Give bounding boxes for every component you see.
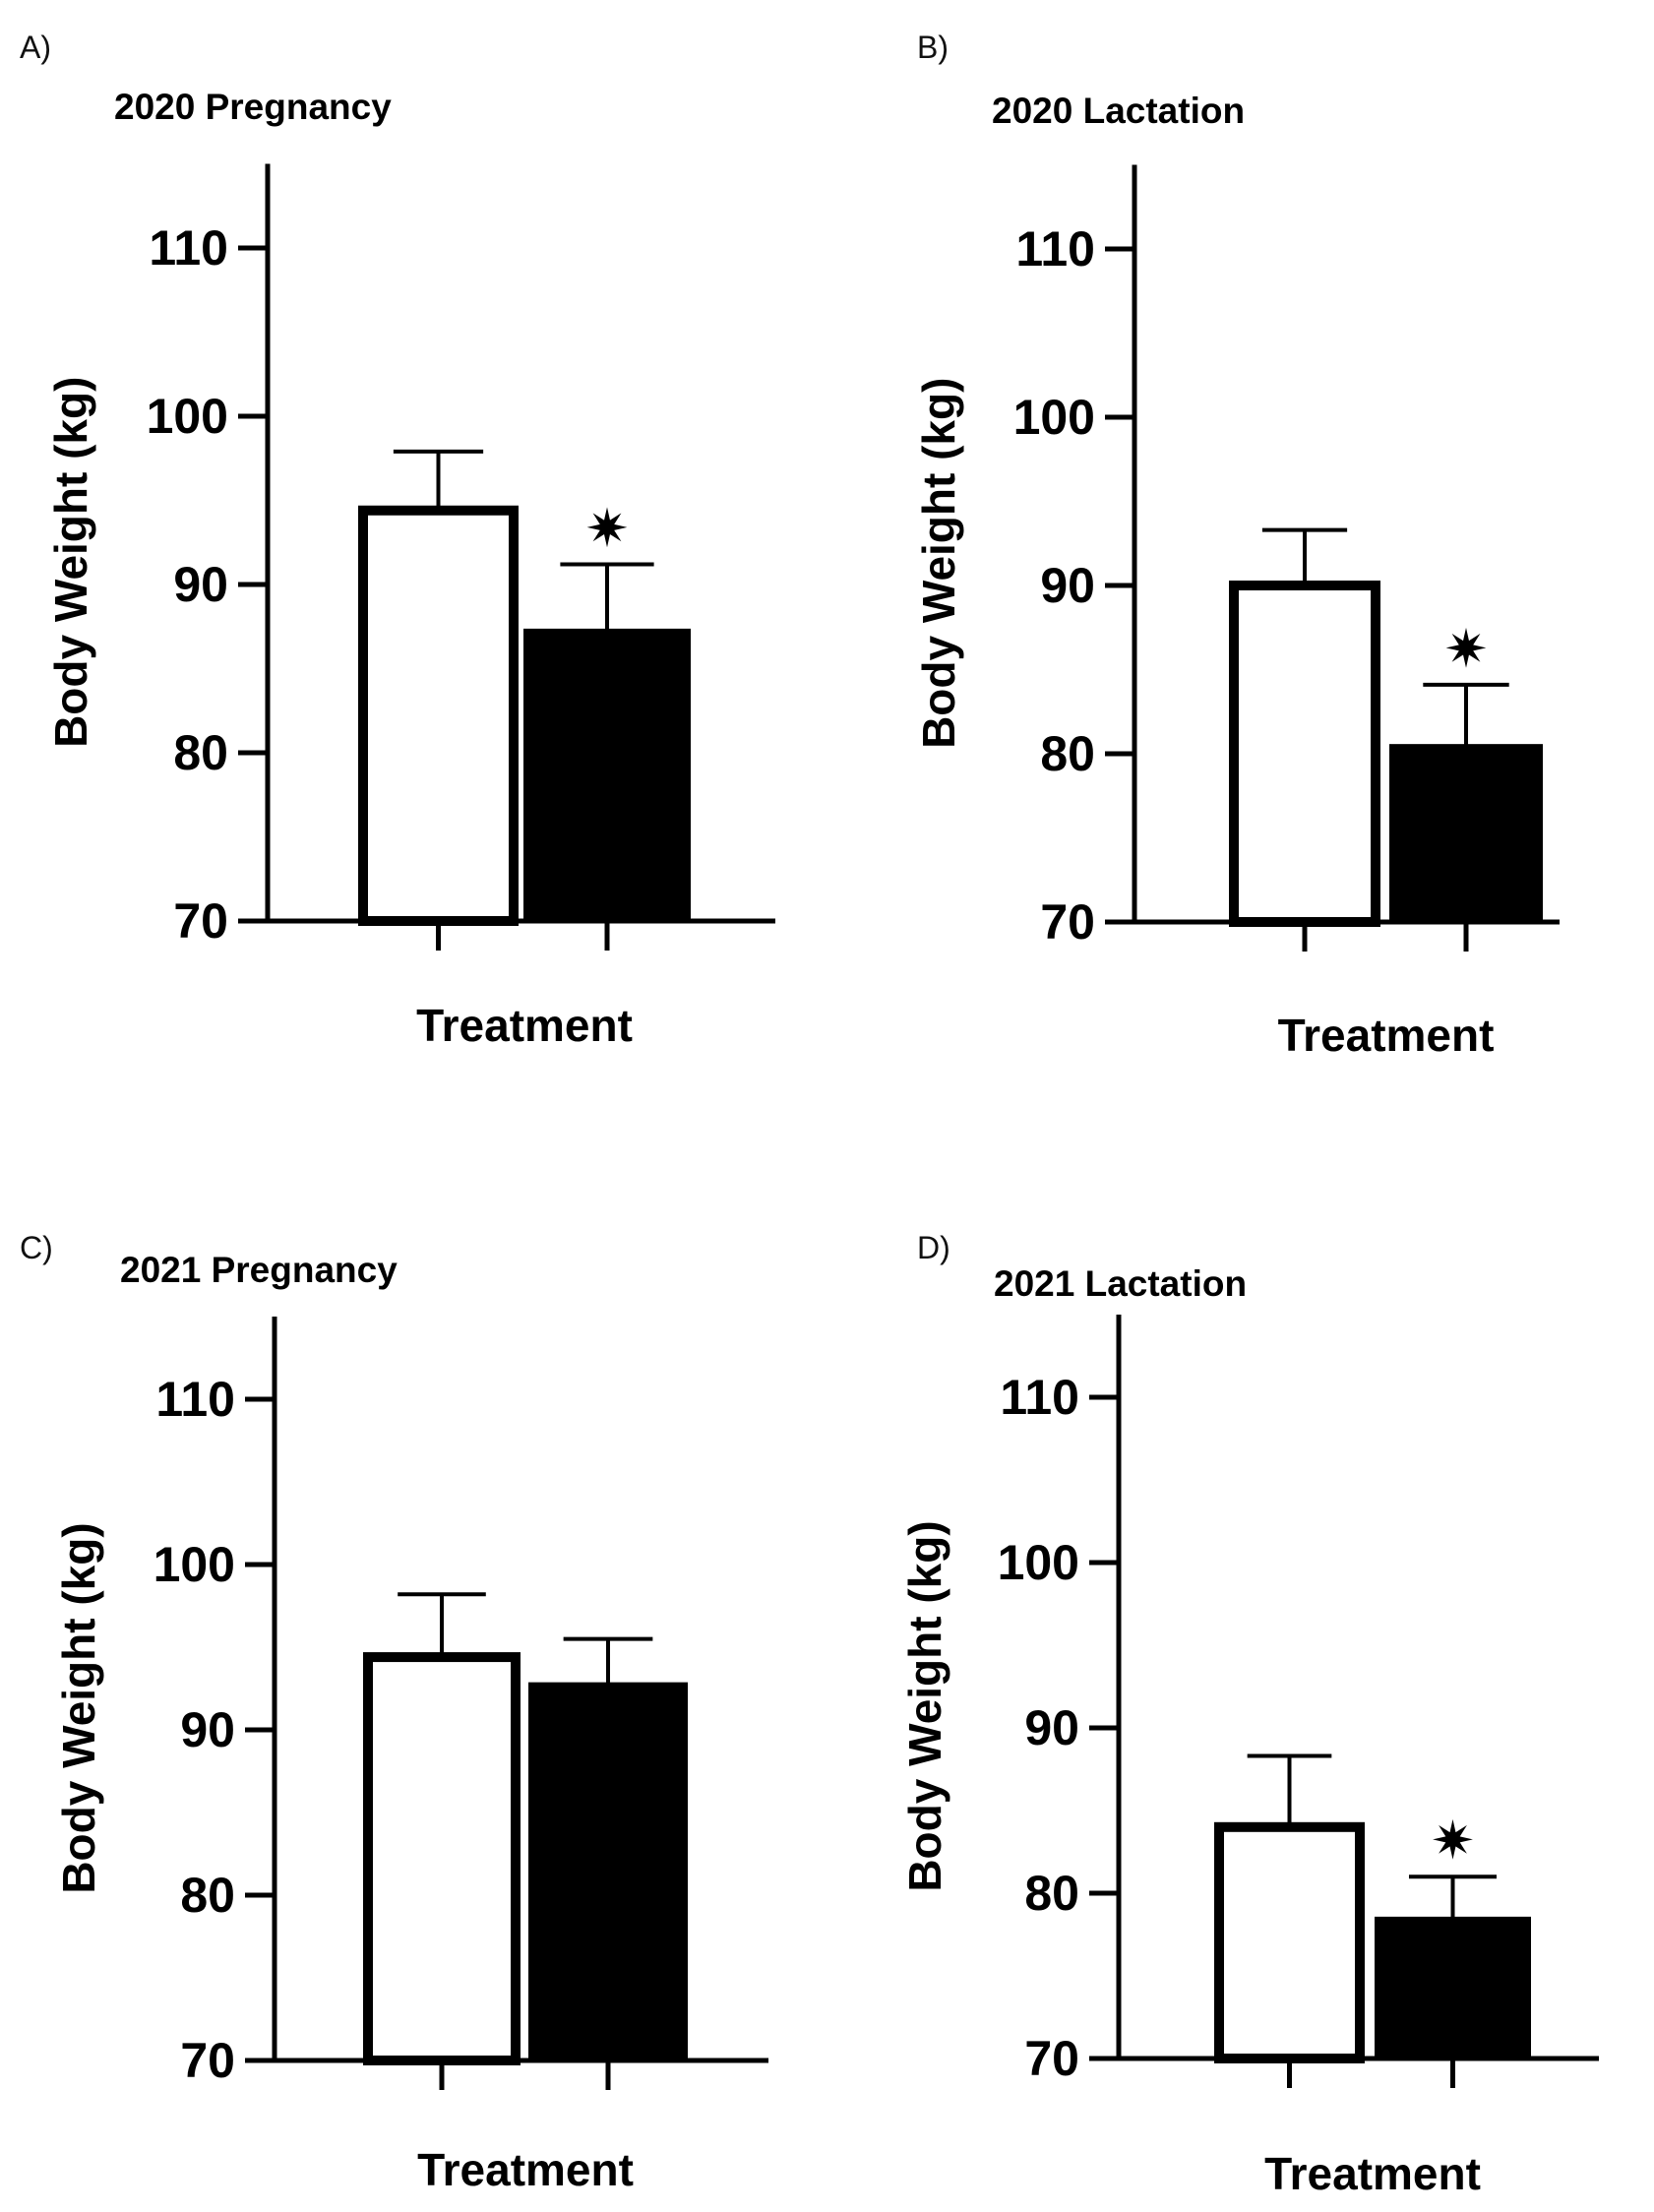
y-tick-label: 90 bbox=[1024, 1700, 1079, 1755]
x-axis-label: Treatment bbox=[1278, 1010, 1495, 1061]
panel-label: C) bbox=[20, 1230, 53, 1265]
y-tick-label: 100 bbox=[998, 1535, 1079, 1590]
panel-b: B) 2020 Lactation ✷ 70 80 90 100 110 Treatment… bbox=[827, 0, 1653, 1106]
significance-star: ✷ bbox=[1443, 620, 1488, 679]
y-tick-label: 100 bbox=[1013, 390, 1095, 445]
y-tick-label: 70 bbox=[173, 893, 228, 949]
bar-chart-a: ✷ 70 80 90 100 110 Treatment Body Weight (kg) bbox=[45, 163, 775, 1051]
significance-star: ✷ bbox=[1431, 1812, 1475, 1871]
y-tick-label: 90 bbox=[180, 1702, 235, 1757]
panel-a: A) 2020 Pregnancy ✷ 70 80 90 100 110 Treatment… bbox=[0, 0, 827, 1106]
chart-title: 2020 Lactation bbox=[992, 91, 1246, 131]
y-axis-label: Body Weight (kg) bbox=[913, 378, 964, 749]
panel-d: D) 2021 Lactation ✷ 70 80 90 100 110 Treatment… bbox=[827, 1106, 1653, 2212]
bar-control bbox=[363, 1652, 521, 2066]
y-tick-label: 110 bbox=[1015, 221, 1095, 276]
bar-chart-c: 70 80 90 100 110 Treatment Body Weight (kg) bbox=[53, 1317, 768, 2195]
y-tick-label: 100 bbox=[147, 389, 228, 444]
y-axis-label: Body Weight (kg) bbox=[899, 1520, 950, 1891]
bar-control bbox=[1214, 1821, 1365, 2063]
x-axis-label: Treatment bbox=[1264, 2148, 1481, 2199]
chart-title: 2021 Lactation bbox=[994, 1263, 1248, 1304]
y-axis-label: Body Weight (kg) bbox=[45, 377, 96, 748]
y-tick-label: 70 bbox=[1024, 2031, 1079, 2086]
panel-label: B) bbox=[917, 30, 949, 65]
bar-treated bbox=[1389, 744, 1543, 922]
y-tick-label: 80 bbox=[180, 1868, 235, 1923]
x-axis-label: Treatment bbox=[417, 2144, 634, 2195]
y-tick-label: 70 bbox=[180, 2033, 235, 2088]
y-tick-label: 110 bbox=[149, 220, 228, 276]
panel-label: A) bbox=[20, 30, 51, 65]
bar-chart-d: ✷ 70 80 90 100 110 Treatment Body Weight (kg) bbox=[899, 1315, 1599, 2199]
y-tick-label: 70 bbox=[1040, 894, 1095, 950]
y-tick-label: 80 bbox=[1024, 1866, 1079, 1921]
bar-treated bbox=[1375, 1916, 1531, 2058]
significance-star: ✷ bbox=[584, 499, 629, 558]
bar-treated bbox=[523, 628, 691, 921]
chart-title: 2021 Pregnancy bbox=[120, 1250, 398, 1290]
y-tick-label: 90 bbox=[173, 557, 228, 612]
x-axis-label: Treatment bbox=[416, 1000, 633, 1051]
y-tick-label: 100 bbox=[153, 1537, 235, 1592]
y-axis-label: Body Weight (kg) bbox=[53, 1522, 104, 1893]
bar-control bbox=[358, 505, 519, 926]
y-tick-label: 90 bbox=[1040, 558, 1095, 613]
y-tick-label: 110 bbox=[155, 1372, 235, 1427]
panel-c: C) 2021 Pregnancy 70 80 90 100 110 Treatment B… bbox=[0, 1106, 827, 2212]
y-tick-label: 80 bbox=[173, 725, 228, 780]
bar-treated bbox=[528, 1682, 688, 2060]
panel-label: D) bbox=[917, 1230, 950, 1265]
y-tick-label: 80 bbox=[1040, 726, 1095, 781]
chart-title: 2020 Pregnancy bbox=[114, 87, 392, 127]
y-tick-label: 110 bbox=[1000, 1370, 1079, 1425]
bar-chart-b: ✷ 70 80 90 100 110 Treatment Body Weight (kg) bbox=[913, 164, 1560, 1061]
bar-control bbox=[1229, 581, 1380, 927]
